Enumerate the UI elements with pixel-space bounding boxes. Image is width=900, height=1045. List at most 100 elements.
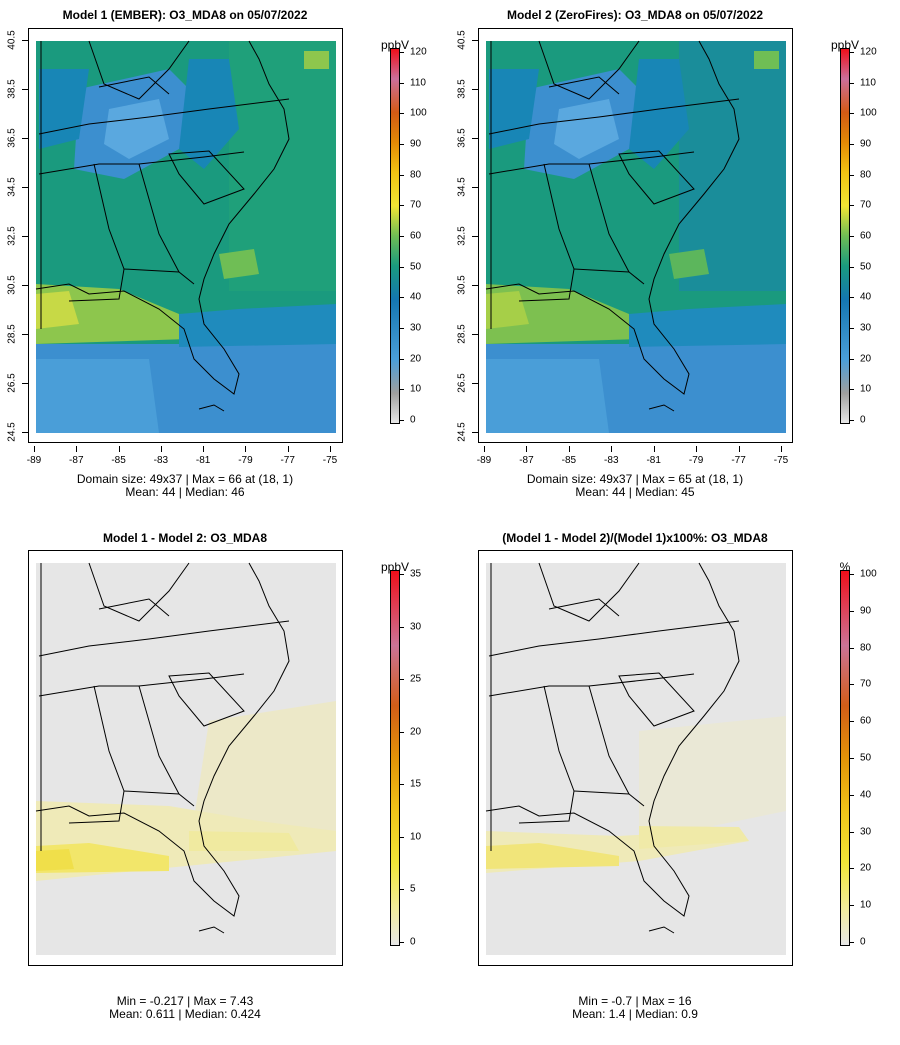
colorbar-tick-mark — [850, 905, 854, 907]
colorbar-tick-label: 40 — [860, 789, 872, 801]
appalachian-min-zone — [104, 99, 169, 159]
virginia-zone — [179, 59, 239, 169]
colorbar-tick-mark — [850, 574, 854, 575]
map-heatmap — [485, 562, 786, 955]
x-tick-mark — [526, 446, 528, 452]
colorbar-tick-label: 90 — [860, 605, 872, 617]
colorbar-tick-mark — [850, 868, 854, 870]
colorbar-tick-label: 0 — [860, 936, 866, 948]
panel-title: Model 1 (EMBER): O3_MDA8 on 05/07/2022 — [62, 8, 308, 22]
x-tick-label: -77 — [280, 455, 295, 466]
x-tick-label: -75 — [773, 455, 789, 466]
y-tick-mark — [22, 383, 28, 384]
colorbar-tick-mark — [850, 82, 854, 84]
gulf-max-diff — [36, 849, 74, 871]
x-tick-label: -87 — [69, 455, 84, 466]
min-max-stat: Min = -0.7 | Max = 16 — [578, 994, 692, 1008]
colorbar-tick-mark — [400, 82, 404, 84]
colorbar-tick-mark — [850, 721, 854, 723]
colorbar-tick-label: 90 — [410, 138, 422, 150]
x-tick-mark — [484, 446, 485, 452]
y-tick-label: 24.5 — [6, 422, 18, 442]
colorbar-tick-label: 110 — [860, 77, 876, 89]
y-tick-label: 36.5 — [6, 128, 18, 148]
x-tick-mark — [330, 446, 331, 452]
y-tick-mark — [22, 40, 28, 41]
x-tick-mark — [781, 446, 782, 452]
state-boundaries — [488, 562, 740, 851]
map-heatmap — [485, 40, 786, 433]
offshore-high — [304, 51, 329, 69]
colorbar-tick-label: 60 — [410, 230, 422, 242]
colorbar-tick-mark — [850, 831, 854, 833]
colorbar-tick-label: 10 — [410, 383, 422, 395]
colorbar-tick-label: 70 — [860, 199, 872, 211]
colorbar-tick-label: 50 — [410, 261, 422, 273]
colorbar-tick-label: 30 — [860, 322, 872, 334]
colorbar-tick-label: 20 — [410, 353, 422, 365]
colorbar-tick-mark — [400, 574, 404, 575]
y-tick-mark — [22, 138, 28, 139]
colorbar-tick-mark — [850, 647, 854, 649]
colorbar-tick-label: 30 — [410, 322, 422, 334]
colorbar-tick-mark — [400, 113, 404, 115]
x-tick-label: -75 — [322, 455, 338, 466]
coastline — [485, 40, 740, 412]
coastline — [35, 562, 290, 934]
offshore-high — [754, 51, 779, 69]
x-tick-label: -83 — [604, 455, 619, 466]
atlantic-slight-diff — [639, 716, 786, 841]
colorbar-tick-label: 0 — [860, 414, 866, 426]
y-tick-mark — [22, 285, 28, 286]
colorbar-tick-mark — [400, 784, 404, 786]
y-tick-label: 40.5 — [6, 30, 18, 50]
x-tick-label: -85 — [111, 455, 126, 466]
colorbar-tick-mark — [400, 297, 404, 299]
y-tick-mark — [472, 40, 478, 41]
atlantic-field — [679, 41, 786, 291]
florida-offshore-zone — [629, 304, 786, 347]
colorbar-tick-mark — [850, 610, 854, 612]
panel-title: Model 2 (ZeroFires): O3_MDA8 on 05/07/20… — [506, 8, 764, 22]
colorbar-tick-label: 40 — [860, 291, 872, 303]
florida-offshore-zone — [179, 304, 336, 347]
colorbar-tick-label: 80 — [860, 642, 872, 654]
colorbar-tick-mark — [850, 684, 854, 686]
y-tick-label: 28.5 — [456, 324, 468, 344]
x-tick-label: -81 — [195, 455, 211, 466]
colorbar-tick-label: 120 — [860, 46, 877, 58]
y-tick-label: 38.5 — [456, 79, 468, 99]
colorbar-tick-label: 30 — [860, 826, 872, 838]
x-tick-mark — [76, 446, 78, 452]
gulf-peak-diff — [486, 843, 619, 869]
x-tick-mark — [160, 446, 162, 452]
y-tick-label: 34.5 — [6, 177, 18, 197]
colorbar-tick-label: 70 — [860, 678, 872, 690]
gulf-south-zone — [36, 359, 159, 433]
atlantic-slight-diff — [189, 701, 336, 851]
colorbar-tick-mark — [850, 174, 854, 176]
colorbar-unit: ppbV — [380, 560, 410, 574]
colorbar-tick-label: 120 — [410, 46, 427, 58]
y-tick-mark — [472, 285, 478, 286]
map-heatmap — [35, 562, 336, 955]
colorbar — [390, 48, 400, 424]
colorbar-tick-label: 80 — [410, 169, 422, 181]
colorbar-tick-mark — [400, 358, 404, 360]
y-tick-label: 32.5 — [456, 226, 468, 246]
colorbar-tick-mark — [400, 731, 404, 733]
colorbar-tick-label: 0 — [410, 936, 416, 948]
colorbar-tick-label: 60 — [860, 715, 872, 727]
colorbar-tick-label: 40 — [410, 291, 422, 303]
y-tick-label: 30.5 — [456, 275, 468, 295]
x-tick-mark — [287, 446, 289, 452]
colorbar-tick-label: 35 — [410, 568, 422, 580]
map-frame — [28, 28, 343, 443]
colorbar-tick-mark — [400, 836, 404, 838]
colorbar-tick-mark — [850, 205, 854, 207]
colorbar-tick-mark — [850, 113, 854, 115]
colorbar-unit: ppbV — [380, 38, 410, 52]
x-tick-mark — [568, 446, 570, 452]
x-tick-mark — [203, 446, 205, 452]
panel-title: (Model 1 - Model 2)/(Model 1)x100%: O3_M… — [502, 531, 768, 545]
